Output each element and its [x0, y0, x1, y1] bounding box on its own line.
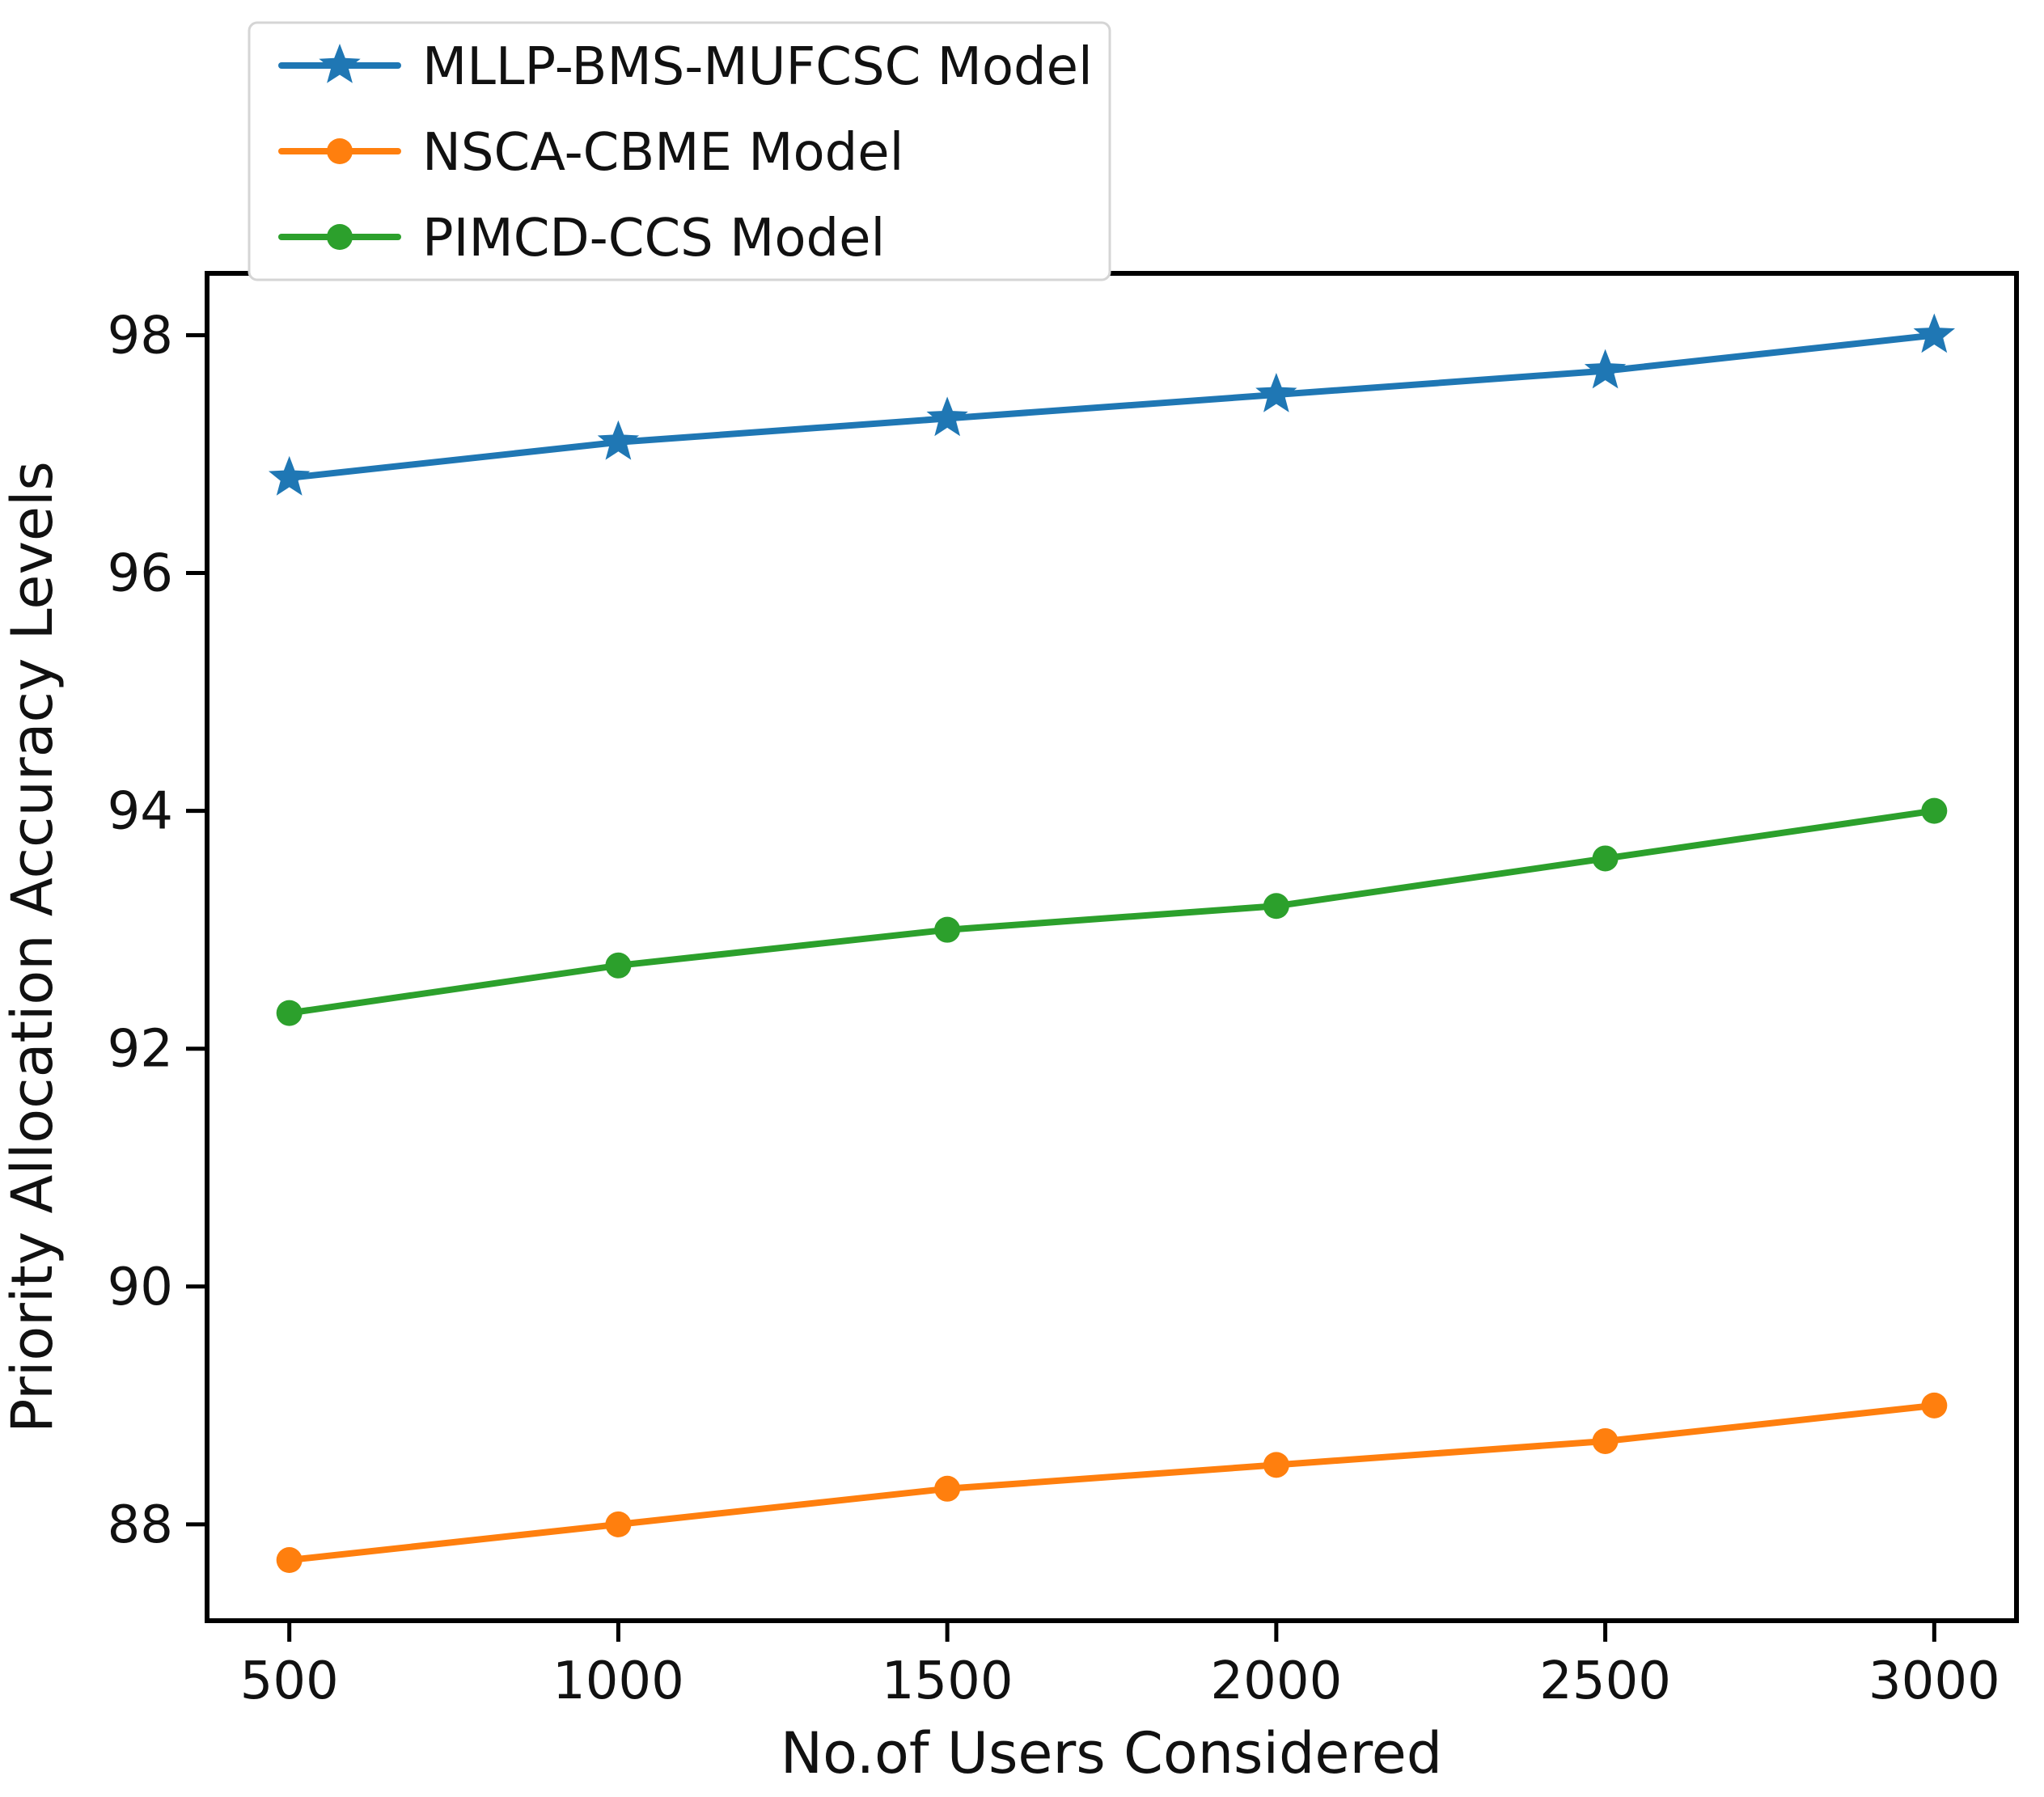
- star-marker: [1913, 313, 1955, 353]
- legend-label: PIMCD-CCS Model: [422, 209, 885, 268]
- star-marker: [269, 455, 311, 496]
- series-line-mllp-bms-mufcsc-model: [286, 332, 1938, 481]
- x-tick-label: 1500: [882, 1651, 1014, 1711]
- circle-marker: [276, 1547, 303, 1574]
- chart-dynamic-layer: 500 1000 1500 2000 2500 3000 88 90 92 94 96 98 MLLP-…: [108, 21, 2019, 1711]
- circle-marker: [1263, 1452, 1289, 1478]
- star-marker: [926, 396, 968, 437]
- star-marker: [1584, 349, 1627, 389]
- circle-marker: [276, 1000, 303, 1026]
- x-tick-label: 1000: [552, 1651, 684, 1711]
- circle-marker: [605, 952, 632, 979]
- legend-circle-marker: [327, 224, 353, 250]
- y-tick-label: 96: [108, 544, 173, 604]
- legend-box: [248, 21, 1111, 281]
- circle-marker: [1592, 845, 1619, 872]
- x-tick-label: 2000: [1210, 1651, 1342, 1711]
- plot-area-border: [205, 271, 2019, 1623]
- y-tick-label: 92: [108, 1020, 173, 1080]
- y-tick-label: 94: [108, 782, 173, 842]
- circle-marker: [1921, 797, 1948, 824]
- star-marker: [597, 420, 640, 460]
- circle-marker: [934, 1475, 961, 1502]
- y-axis-label: Priority Allocation Accuracy Levels: [0, 461, 66, 1433]
- x-axis-label: No.of Users Considered: [781, 1720, 1442, 1786]
- circle-marker: [934, 916, 961, 943]
- circle-marker: [1263, 893, 1289, 920]
- y-tick-label: 88: [108, 1495, 173, 1555]
- x-tick-label: 2500: [1539, 1651, 1671, 1711]
- legend-label: NSCA-CBME Model: [422, 123, 904, 183]
- x-tick-label: 500: [240, 1651, 339, 1711]
- star-marker: [1255, 373, 1297, 412]
- circle-marker: [605, 1511, 632, 1537]
- y-tick-label: 98: [108, 306, 173, 366]
- legend-circle-marker: [327, 138, 353, 164]
- y-tick-label: 90: [108, 1258, 173, 1317]
- x-tick-label: 3000: [1868, 1651, 2000, 1711]
- circle-marker: [1921, 1392, 1948, 1419]
- legend-label: MLLP-BMS-MUFCSC Model: [422, 37, 1093, 97]
- series-line-nsca-cbme-model: [286, 1402, 1938, 1563]
- series-line-pimcd-ccs-model: [286, 807, 1938, 1017]
- circle-marker: [1592, 1427, 1619, 1454]
- legend-star-marker: [319, 44, 361, 83]
